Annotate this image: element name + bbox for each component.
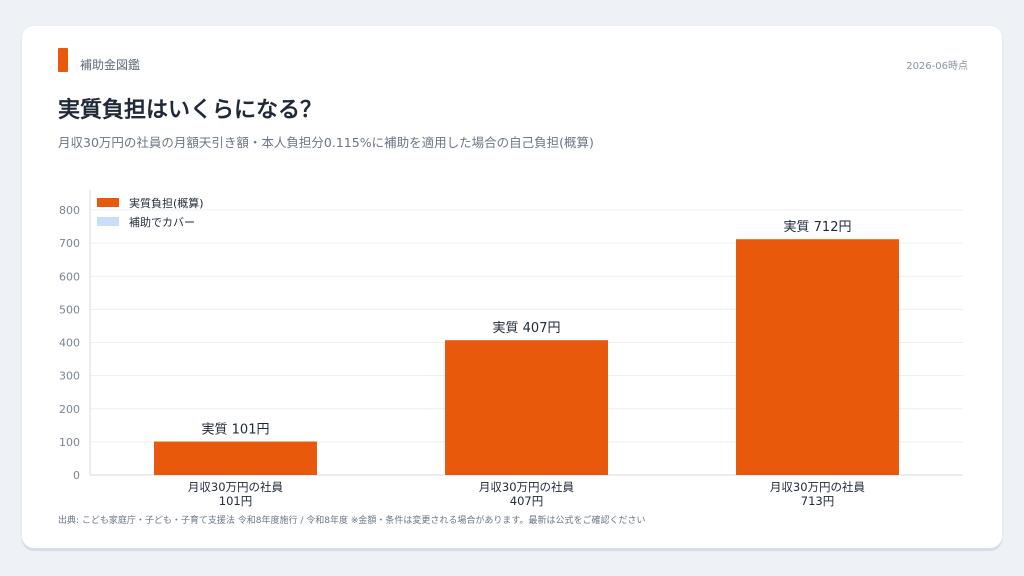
x-tick-label: 713円	[801, 494, 834, 508]
legend-label: 補助でカバー	[129, 215, 195, 229]
legend-swatch	[97, 198, 119, 207]
y-tick-label: 300	[59, 370, 80, 383]
as-of-date: 2026-06時点	[906, 61, 968, 72]
brand-name: 補助金図鑑	[80, 58, 141, 72]
bar-segment	[154, 441, 317, 475]
x-tick-label: 月収30万円の社員	[770, 480, 866, 494]
data-label: 実質 101円	[202, 422, 270, 438]
x-tick-label: 月収30万円の社員	[188, 480, 284, 494]
y-tick-label: 700	[59, 237, 80, 250]
x-tick-label: 101円	[219, 494, 252, 508]
x-tick-label: 407円	[510, 494, 543, 508]
data-label: 実質 407円	[493, 320, 561, 336]
y-tick-label: 600	[59, 270, 80, 283]
y-tick-label: 0	[73, 469, 80, 482]
y-tick-label: 500	[59, 303, 80, 316]
page-title: 実質負担はいくらになる？	[58, 98, 323, 123]
legend-swatch	[97, 217, 119, 226]
bar-segment	[736, 239, 899, 475]
y-tick-label: 400	[59, 337, 80, 350]
y-tick-label: 200	[59, 403, 80, 416]
source-note: 出典: こども家庭庁・子ども・子育て支援法 令和8年度施行 / 令和8年度 ※金…	[58, 516, 646, 526]
y-tick-label: 100	[59, 436, 80, 449]
bar-segment	[445, 340, 608, 475]
data-label: 実質 712円	[784, 219, 852, 235]
page-subtitle: 月収30万円の社員の月額天引き額・本人負担分0.115%に補助を適用した場合の自…	[58, 135, 594, 150]
y-tick-label: 800	[59, 204, 80, 217]
legend-label: 実質負担(概算)	[129, 196, 204, 210]
brand-accent-bar	[58, 48, 68, 72]
x-tick-label: 月収30万円の社員	[479, 480, 575, 494]
